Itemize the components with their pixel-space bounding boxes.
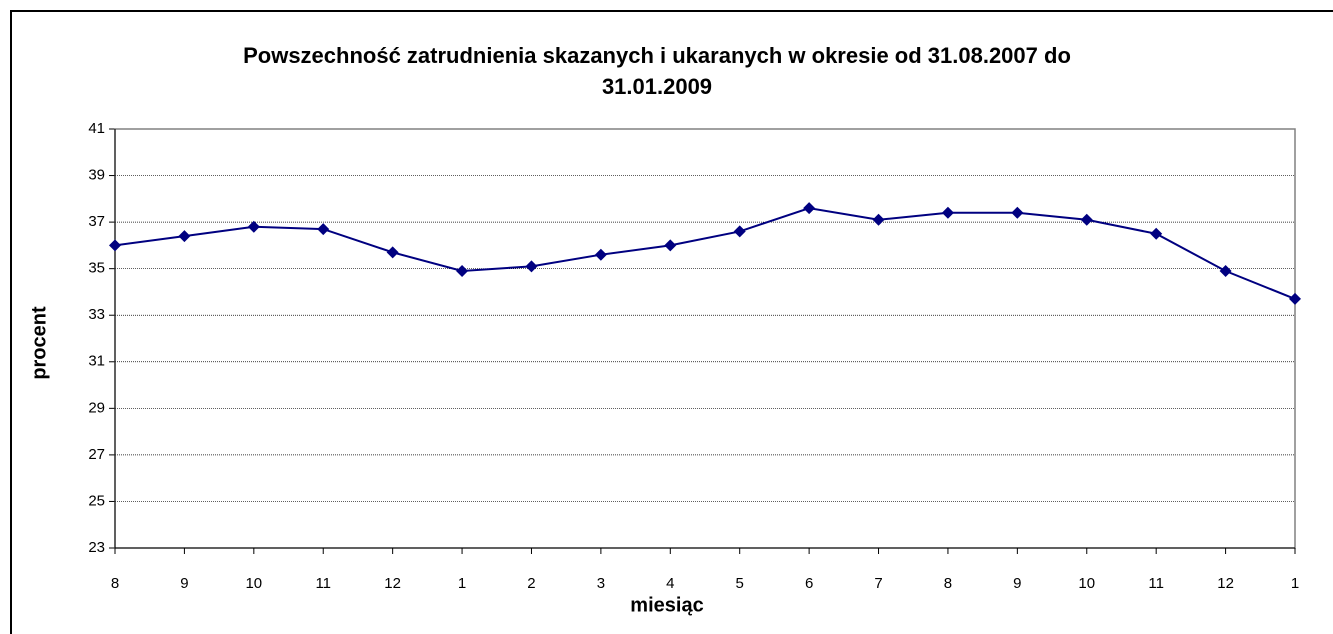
- marker: [733, 225, 746, 238]
- x-tick-label: 8: [944, 575, 952, 592]
- x-tick-label: 3: [597, 575, 605, 592]
- y-tick-label: 31: [88, 353, 105, 370]
- marker: [456, 264, 469, 277]
- marker: [1011, 206, 1024, 219]
- x-tick-label: 12: [1217, 575, 1234, 592]
- marker: [1150, 227, 1163, 240]
- x-axis-label: miesiąc: [630, 594, 703, 616]
- marker: [317, 223, 330, 236]
- line: [114, 207, 1296, 300]
- marker: [109, 239, 121, 252]
- x-tick-label: 5: [736, 575, 744, 592]
- chart-title: Powszechność zatrudnienia skazanych i uk…: [243, 43, 1071, 99]
- x-tick-label: 10: [245, 575, 262, 592]
- marker: [872, 213, 885, 226]
- x-tick-label: 1: [1291, 575, 1299, 592]
- y-axis-label: procent: [28, 306, 50, 380]
- y-tick-label: 39: [88, 167, 105, 184]
- x-tick-label: 8: [111, 575, 119, 592]
- y-tick-label: 23: [88, 539, 105, 556]
- x-tick-label: 11: [315, 575, 331, 592]
- y-tick-label: 33: [88, 306, 105, 323]
- marker: [941, 206, 954, 219]
- marker: [1289, 292, 1301, 305]
- y-tick-label: 29: [88, 399, 105, 416]
- marker: [178, 230, 191, 243]
- x-tick-label: 10: [1078, 575, 1095, 592]
- y-tick-label: 37: [88, 213, 105, 230]
- marker: [594, 248, 607, 261]
- marker: [803, 202, 816, 215]
- marker: [247, 220, 260, 233]
- marker: [1219, 264, 1232, 277]
- x-tick-label: 2: [527, 575, 535, 592]
- x-tick-label: 12: [384, 575, 401, 592]
- chart-frame: [10, 10, 1333, 634]
- y-tick-label: 27: [88, 446, 105, 463]
- x-tick-label: 6: [805, 575, 813, 592]
- x-tick-label: 1: [458, 575, 466, 592]
- y-tick-label: 41: [88, 120, 105, 137]
- marker: [664, 239, 677, 252]
- x-tick-label: 9: [180, 575, 188, 592]
- x-tick-label: 7: [874, 575, 882, 592]
- y-tick-label: 35: [88, 260, 105, 277]
- x-tick-label: 4: [666, 575, 674, 592]
- plot-border: [114, 128, 1296, 549]
- marker: [1080, 213, 1093, 226]
- marker: [525, 260, 538, 273]
- x-tick-label: 9: [1013, 575, 1021, 592]
- marker: [386, 246, 399, 259]
- x-tick-label: 11: [1148, 575, 1164, 592]
- y-tick-label: 25: [88, 492, 105, 509]
